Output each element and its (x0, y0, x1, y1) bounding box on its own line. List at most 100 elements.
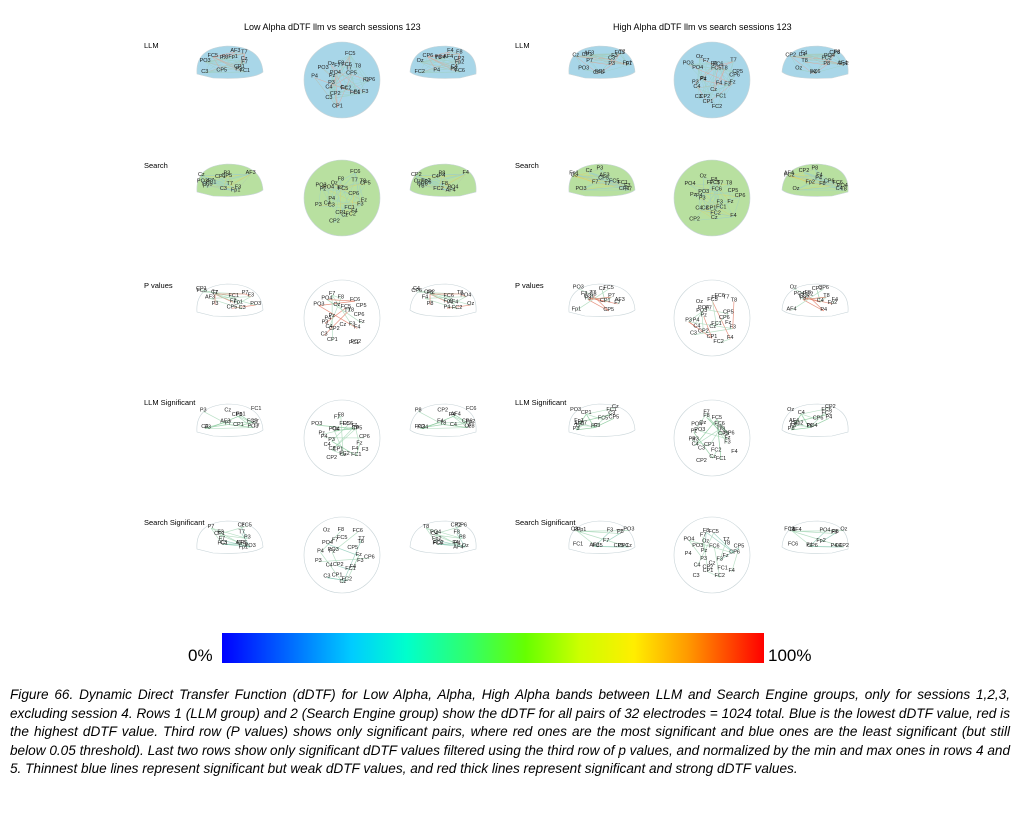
connection-line (450, 51, 461, 73)
connection-line (697, 69, 718, 109)
electrode-label: T8 (348, 308, 354, 314)
electrode-label: T8 (801, 58, 807, 64)
electrode-label: Cz (599, 286, 606, 292)
connection-line (727, 76, 735, 86)
colorbar-min-label: 0% (188, 646, 213, 665)
connection-line (716, 83, 733, 109)
connection-line (574, 530, 620, 534)
connection-line (214, 293, 239, 304)
connection-line (705, 208, 722, 210)
electrode-label: Cz (572, 52, 579, 58)
connection-line (574, 176, 608, 186)
electrode-label: Fp1 (574, 418, 583, 424)
connection-line (611, 53, 620, 66)
connection-line (822, 184, 843, 188)
electrode-label: FC2 (346, 211, 356, 217)
electrode-label: T7 (226, 181, 232, 187)
connection-line (605, 296, 612, 303)
connection-line (220, 533, 223, 541)
electrode-label: FC1 (351, 452, 361, 458)
connection-line (804, 53, 835, 55)
connection-line (331, 552, 339, 567)
electrode-label: CP1 (233, 422, 244, 428)
electrode-label: P4 (815, 175, 822, 181)
electrode-label: C3 (323, 574, 330, 580)
connection-line (719, 547, 740, 561)
electrode-label: FC2 (351, 339, 361, 345)
connection-line (691, 440, 710, 447)
connection-line (724, 61, 734, 70)
electrode-label: P3 (585, 296, 592, 302)
electrode-label: Cz (341, 213, 348, 219)
connection-line (707, 90, 714, 103)
connection-line (453, 422, 468, 427)
electrode-label: Pz (691, 429, 698, 435)
connection-line (448, 296, 458, 310)
electrode-label: Cz (241, 56, 248, 62)
electrode-label: F7 (703, 409, 709, 415)
row-label-5-panel1: Search Significant (144, 518, 205, 527)
electrode-label: F8 (338, 412, 344, 418)
electrode-label: P7 (574, 527, 581, 533)
electrode-label: CP5 (232, 412, 243, 418)
connection-line (219, 534, 251, 548)
electrode-label: Cz (224, 408, 231, 414)
connection-line (326, 299, 356, 302)
electrode-label: FC1 (716, 94, 726, 100)
electrode-label: F3 (624, 183, 630, 189)
electrode-label: T8 (352, 425, 358, 431)
connection-line (425, 527, 463, 539)
connection-line (732, 301, 735, 329)
electrode-label: Fp1 (623, 61, 632, 67)
connection-line (586, 413, 604, 420)
electrode-label: F3 (349, 322, 355, 328)
electrode-label: P7 (225, 421, 232, 427)
electrode-label: F4 (730, 213, 736, 219)
electrode-label: FC2 (821, 55, 831, 61)
electrode-label: CP2 (812, 286, 823, 292)
connection-line (416, 289, 449, 298)
connection-line (201, 175, 239, 189)
connection-line (207, 427, 253, 430)
connection-line (439, 58, 455, 69)
electrode-label: C4 (693, 84, 700, 90)
connection-line (707, 72, 738, 104)
electrode-label: P7 (208, 524, 215, 530)
connection-line (712, 301, 717, 326)
connection-line (809, 418, 829, 428)
connection-line (688, 540, 735, 554)
connection-line (614, 53, 620, 58)
connection-line (335, 93, 357, 96)
electrode-label: F8 (427, 290, 433, 296)
electrode-label: F4 (350, 564, 356, 570)
electrode-label: F4 (354, 89, 360, 95)
electrode-label: FC6 (455, 68, 465, 74)
connection-line (238, 59, 245, 71)
connection-line (349, 182, 364, 210)
connection-line (204, 427, 208, 430)
electrode-label: T7 (717, 180, 723, 186)
connection-line (424, 296, 466, 299)
connection-line (318, 186, 322, 207)
electrode-label: FC5 (592, 543, 602, 549)
electrode-label: P3 (608, 61, 615, 67)
electrode-label: P4 (328, 196, 335, 202)
connection-line (619, 53, 630, 66)
connection-line (832, 300, 836, 305)
connection-line (688, 321, 733, 329)
electrode-label: FC6 (712, 187, 722, 193)
electrode-label: F4 (716, 81, 722, 87)
head-outline (303, 516, 381, 594)
electrode-label: Cz (709, 324, 716, 330)
connection-line (204, 56, 214, 73)
connection-line (792, 530, 844, 548)
electrode-label: PO4 (460, 293, 471, 299)
electrode-label: Oz (328, 61, 335, 67)
connection-line (716, 61, 734, 70)
electrode-label: P3 (692, 79, 699, 85)
electrode-label: Fp2 (443, 298, 452, 304)
electrode-label: T7 (730, 57, 736, 63)
connection-line (340, 213, 345, 217)
connection-line (434, 534, 466, 548)
electrode-label: FC2 (784, 172, 794, 178)
